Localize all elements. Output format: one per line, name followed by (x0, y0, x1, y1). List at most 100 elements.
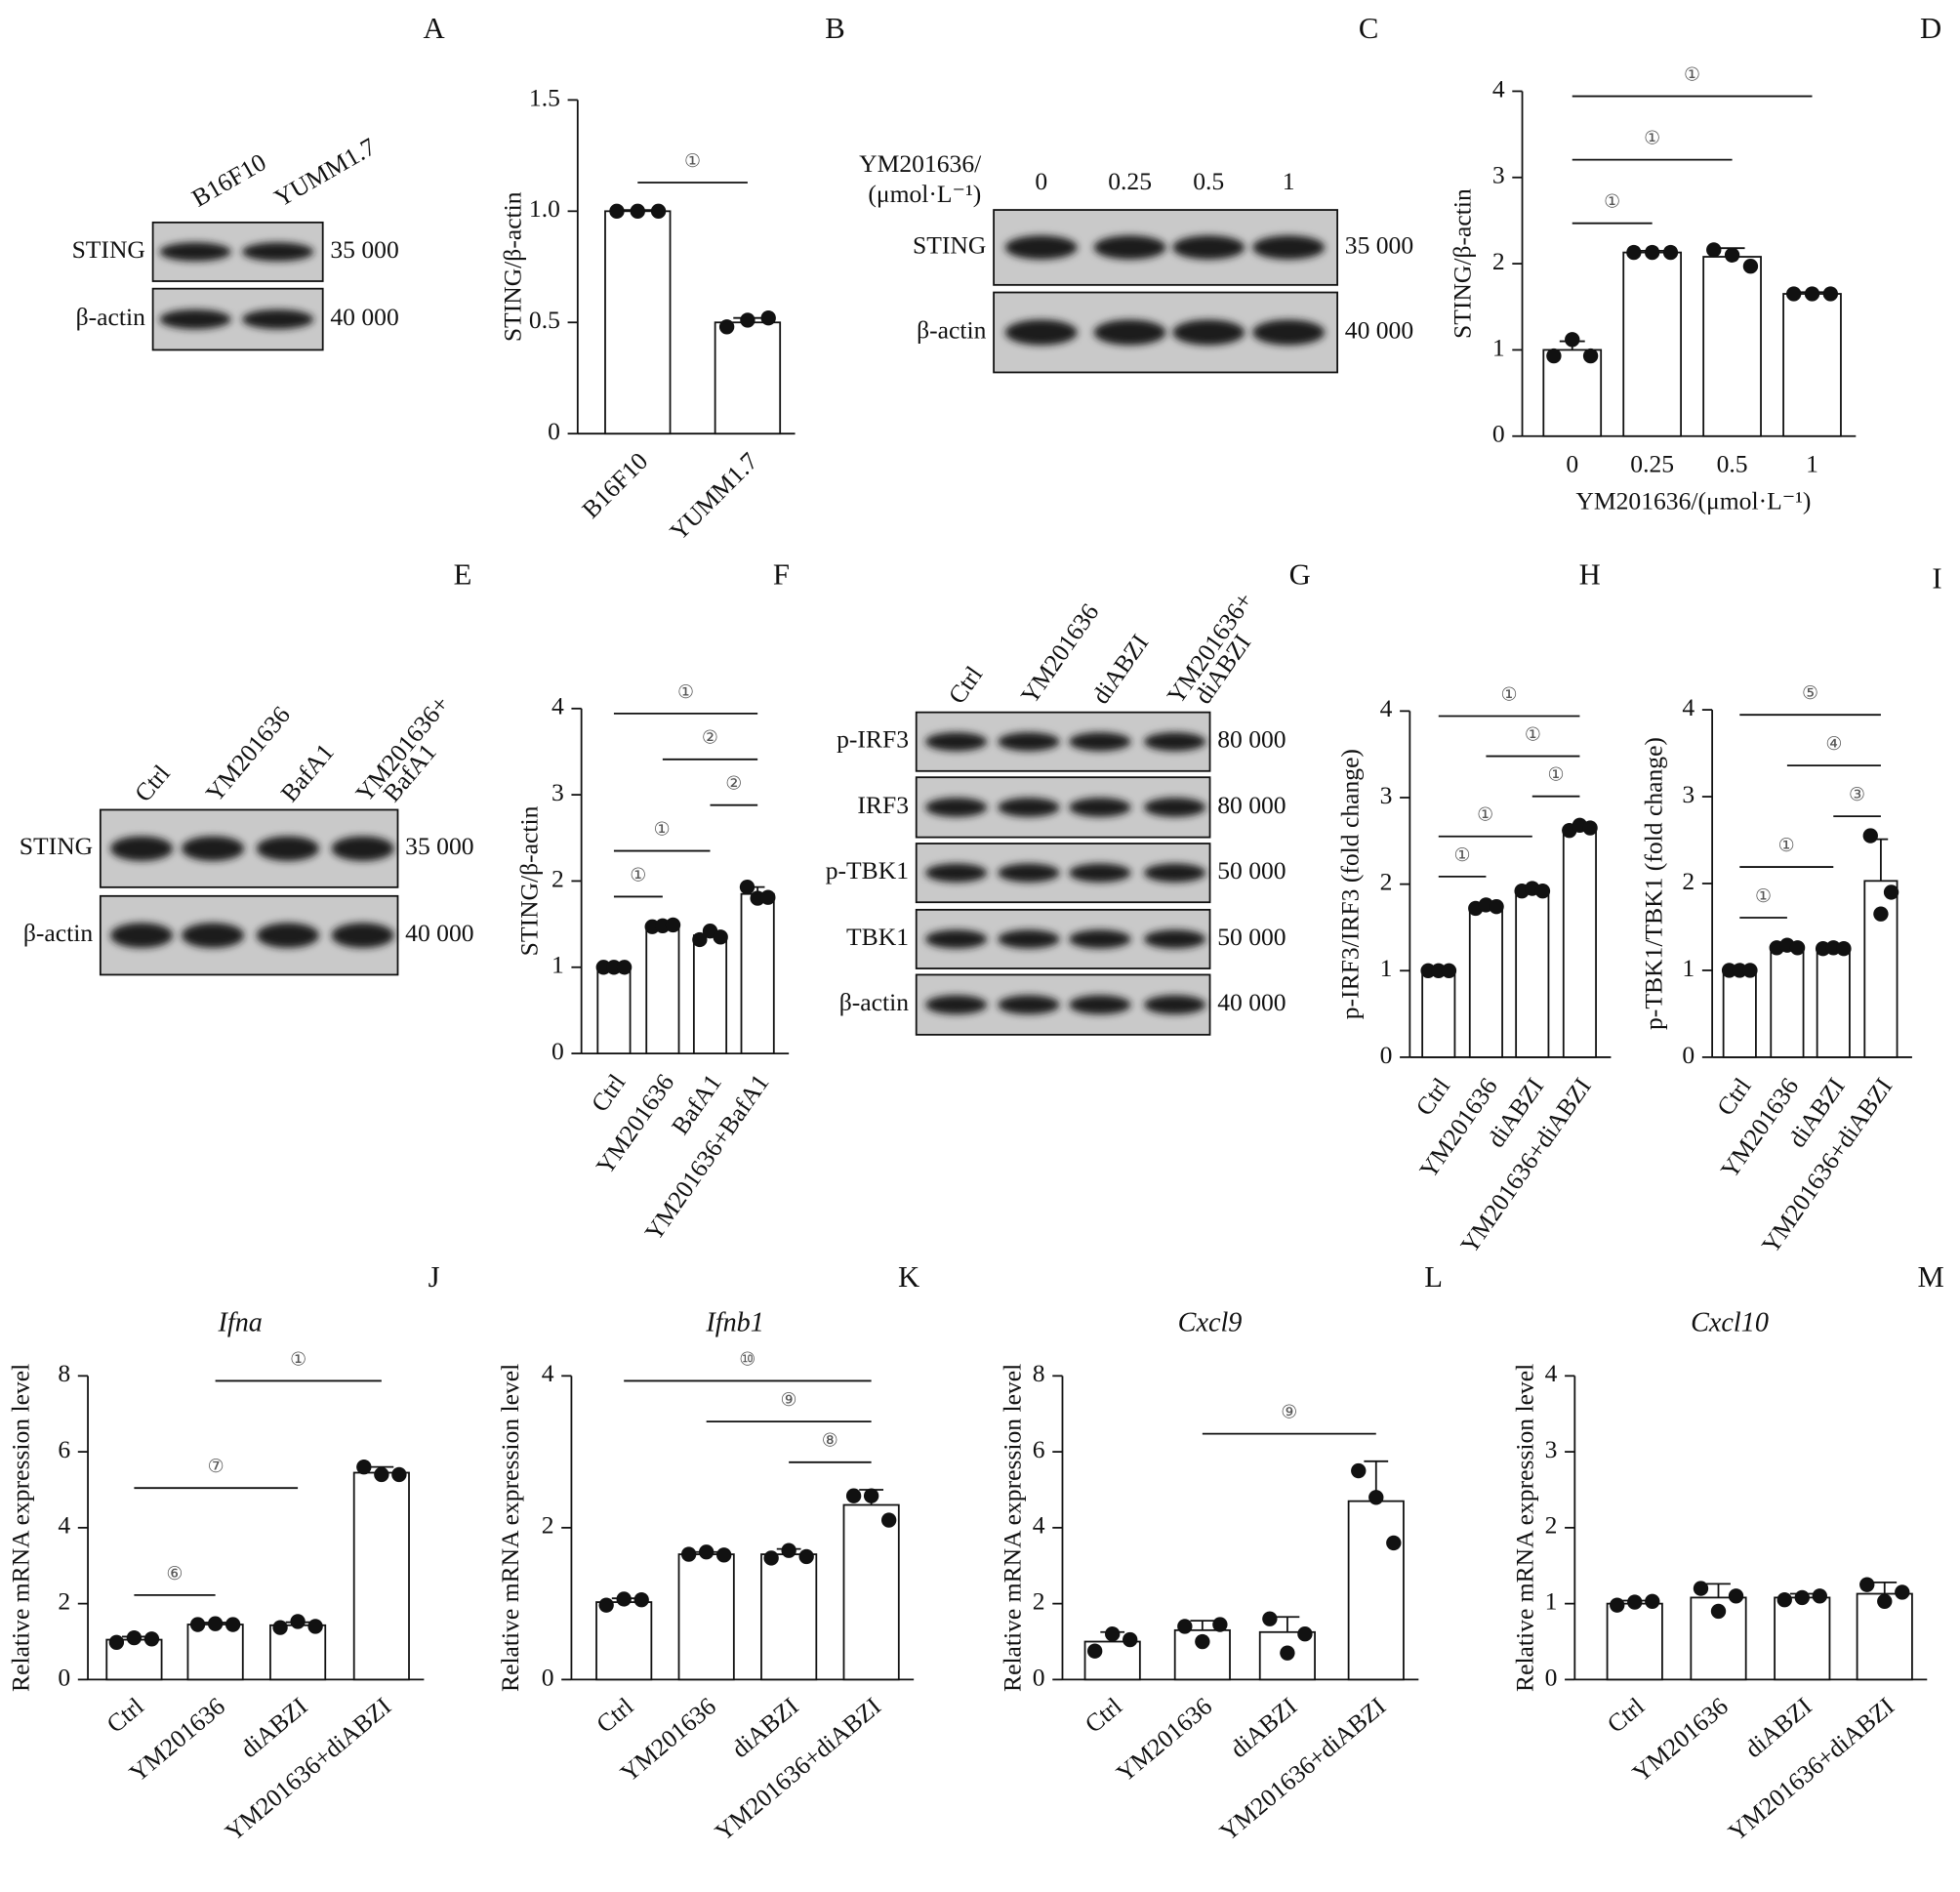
data-point (665, 917, 681, 933)
data-point (391, 1466, 407, 1483)
bar (186, 1624, 244, 1681)
x-tick-label: Ctrl (102, 1692, 149, 1739)
y-tick-label: 3 (551, 778, 564, 806)
y-tick-label: 0 (548, 417, 560, 445)
y-tick-label: 2 (1492, 247, 1505, 275)
bar (1421, 969, 1456, 1058)
lane-label: YUMM1.7 (269, 132, 381, 212)
y-tick-label: 0 (1545, 1663, 1558, 1691)
data-point (606, 960, 622, 975)
significance-label: ⑤ (1802, 683, 1818, 704)
x-tick-label: 0.25 (1630, 449, 1674, 477)
data-point (863, 1488, 879, 1503)
bar (596, 966, 632, 1054)
band (1252, 235, 1326, 260)
band (182, 923, 245, 949)
band (998, 798, 1060, 817)
x-tick-label: YUMM1.7 (665, 447, 764, 547)
band (925, 995, 988, 1014)
y-tick-label: 4 (1380, 694, 1393, 722)
band (1069, 929, 1131, 949)
significance-label: ① (1644, 129, 1660, 149)
row-label: p-TBK1 (826, 856, 909, 884)
significance-label: ⑩ (739, 1349, 755, 1370)
row-label: β-actin (23, 919, 93, 947)
data-point (1431, 963, 1447, 978)
row-label: STING (20, 832, 93, 860)
lane-label: B16F10 (187, 147, 271, 212)
bar (1816, 947, 1851, 1058)
data-point (1877, 1593, 1893, 1609)
significance-label: ① (654, 819, 671, 840)
y-axis-label: Relative mRNA expression level (1511, 1364, 1539, 1692)
band (110, 836, 174, 861)
data-point (225, 1617, 241, 1632)
data-point (1789, 940, 1806, 956)
data-point (845, 1488, 862, 1503)
bar (1770, 946, 1805, 1058)
lane-label: diABZI (1086, 629, 1154, 709)
data-point (1582, 348, 1599, 364)
blot-header: YM201636/ (859, 149, 982, 178)
significance-label: ① (1548, 765, 1565, 786)
band (1144, 929, 1206, 949)
x-tick-label: 0 (1566, 449, 1578, 477)
data-point (1662, 244, 1679, 261)
molecular-weight: 35 000 (405, 832, 473, 860)
band (998, 863, 1060, 883)
data-point (1105, 1626, 1121, 1642)
band (1069, 732, 1131, 752)
y-tick-label: 2 (1682, 867, 1695, 895)
band (159, 309, 231, 330)
x-tick-label: Ctrl (591, 1692, 638, 1739)
bar (604, 210, 672, 435)
y-tick-label: 2 (1380, 868, 1393, 896)
y-tick-label: 4 (58, 1511, 70, 1540)
band (1172, 319, 1245, 346)
y-tick-label: 4 (1545, 1359, 1558, 1387)
y-tick-label: 0 (551, 1037, 564, 1065)
data-point (1724, 247, 1740, 263)
data-point (1644, 244, 1660, 261)
data-point (290, 1614, 306, 1629)
data-point (126, 1629, 143, 1646)
significance-label: ① (1501, 684, 1518, 705)
band (331, 923, 394, 949)
data-point (1195, 1633, 1210, 1650)
band (1144, 798, 1206, 817)
data-point (633, 1592, 649, 1608)
significance-label: ⑦ (208, 1457, 225, 1477)
y-tick-label: 4 (1492, 74, 1505, 103)
significance-label: ① (684, 151, 701, 172)
data-point (1546, 348, 1562, 364)
panel-letter: B (825, 12, 845, 45)
molecular-weight: 50 000 (1217, 923, 1286, 951)
data-point (698, 1544, 715, 1560)
lane-label: 0 (1035, 167, 1047, 195)
bar (1622, 251, 1683, 437)
data-point (740, 312, 755, 328)
lane-label: BafA1 (275, 738, 340, 807)
lane-label: 1 (1283, 167, 1295, 195)
molecular-weight: 50 000 (1217, 856, 1286, 884)
molecular-weight: 35 000 (1345, 230, 1413, 259)
y-tick-label: 6 (1033, 1435, 1045, 1463)
data-point (713, 929, 728, 945)
bar (760, 1553, 818, 1681)
data-point (798, 1548, 814, 1565)
y-tick-label: 0 (58, 1663, 70, 1691)
data-point (1895, 1584, 1910, 1600)
y-tick-label: 8 (1033, 1359, 1045, 1387)
panel-letter: E (454, 557, 472, 591)
panel-letter: K (898, 1260, 919, 1294)
y-axis-label: STING/β-actin (499, 191, 527, 342)
chart-title: Ifna (218, 1307, 263, 1337)
data-point (1534, 884, 1551, 899)
y-tick-label: 2 (551, 864, 564, 892)
significance-label: ① (1684, 64, 1700, 85)
y-tick-label: 2 (1545, 1511, 1558, 1540)
significance-label: ① (630, 865, 646, 885)
lane-label: 0.5 (1193, 167, 1224, 195)
y-tick-label: 8 (58, 1359, 70, 1387)
data-point (307, 1619, 323, 1634)
